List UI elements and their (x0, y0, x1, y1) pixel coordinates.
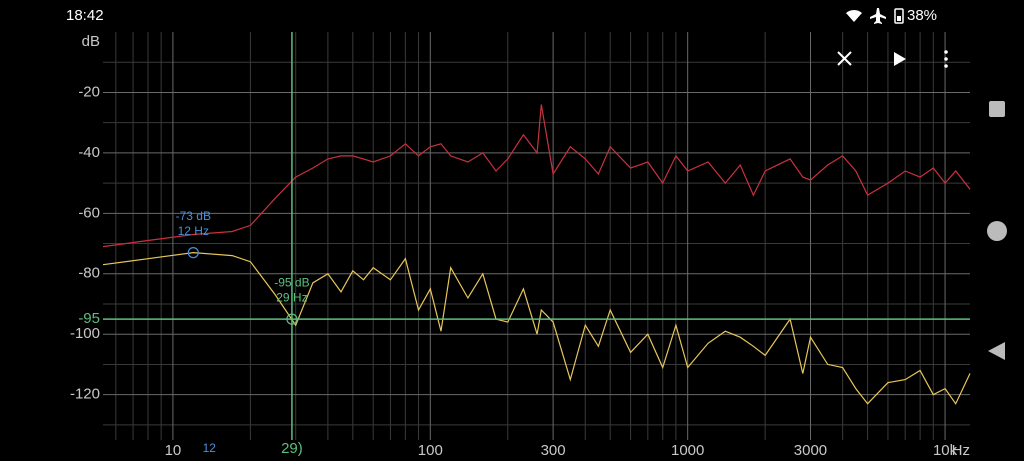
close-button[interactable] (837, 51, 852, 66)
recents-button[interactable] (989, 101, 1005, 117)
cursor-label: 29 Hz (276, 290, 307, 304)
status-icons (846, 8, 904, 24)
x-tick-label: 10k (933, 442, 958, 459)
spectrum-line (102, 251, 971, 405)
cursor-axis-label: 29) (281, 440, 303, 457)
menu-dot[interactable] (944, 57, 948, 61)
battery-icon (894, 8, 904, 24)
y-unit: dB (82, 33, 100, 50)
cursor-axis-label: 12 (203, 441, 217, 455)
toolbar (837, 50, 948, 68)
airplane-icon (870, 8, 886, 24)
x-tick-label: 3000 (794, 442, 827, 459)
cursor-label: 12 Hz (178, 224, 209, 238)
wifi-icon (846, 9, 862, 22)
x-tick-label: 10 (165, 442, 182, 459)
x-tick-label: 300 (541, 442, 566, 459)
nav-bar (987, 101, 1007, 360)
cursor-label: -95 dB (274, 275, 309, 289)
x-unit: Hz (952, 442, 970, 459)
plot: 10 100 300 1000 3000 10k -20 -40 -60 -80 -100 -120 d… (70, 32, 971, 459)
home-button[interactable] (987, 221, 1007, 241)
spectrum-line (102, 104, 971, 248)
x-tick-label: 100 (418, 442, 443, 459)
status-battery: 38% (907, 7, 937, 24)
x-tick-label: 1000 (671, 442, 704, 459)
status-time: 18:42 (66, 7, 104, 24)
y-tick-label: -40 (78, 144, 100, 161)
battery-level (897, 16, 901, 21)
cursor-marker (286, 313, 298, 325)
back-button[interactable] (988, 342, 1005, 360)
play-button[interactable] (894, 52, 906, 66)
menu-dot[interactable] (944, 50, 948, 54)
y-tick-label: -20 (78, 83, 100, 100)
y-tick-label: -80 (78, 265, 100, 282)
cursor-label: -73 dB (176, 209, 211, 223)
y-tick-label: -60 (78, 204, 100, 221)
menu-dot[interactable] (944, 64, 948, 68)
cursor-y-label: -95 (78, 310, 100, 327)
cursor-marker (187, 247, 199, 259)
y-tick-label: -100 (70, 325, 100, 342)
y-tick-label: -120 (70, 386, 100, 403)
